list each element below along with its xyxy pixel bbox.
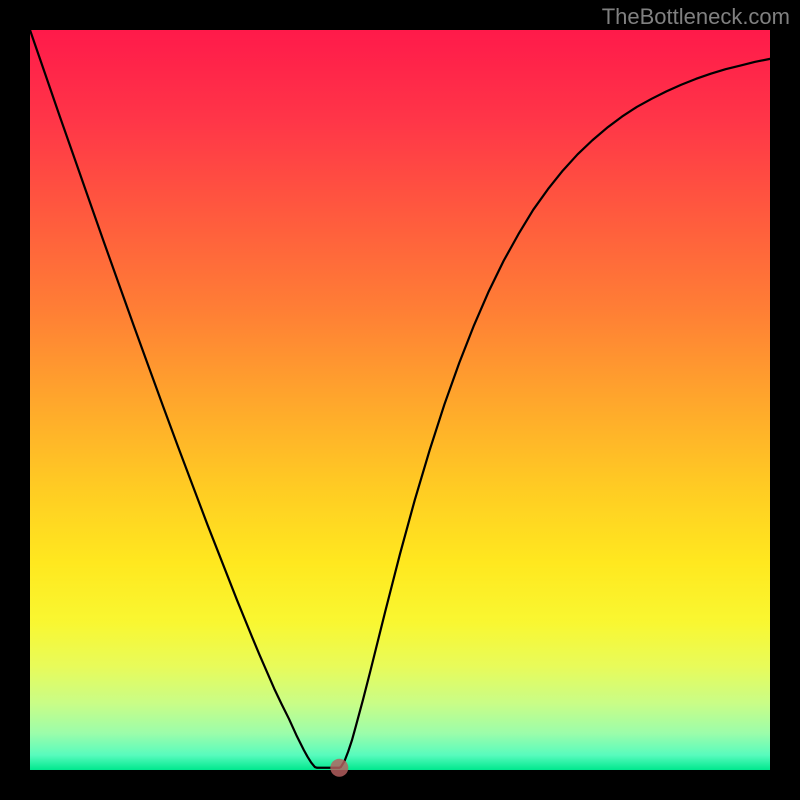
watermark-text: TheBottleneck.com (602, 4, 790, 30)
optimal-point-marker (330, 759, 348, 777)
plot-background (30, 30, 770, 770)
bottleneck-chart (0, 0, 800, 800)
chart-svg (0, 0, 800, 800)
